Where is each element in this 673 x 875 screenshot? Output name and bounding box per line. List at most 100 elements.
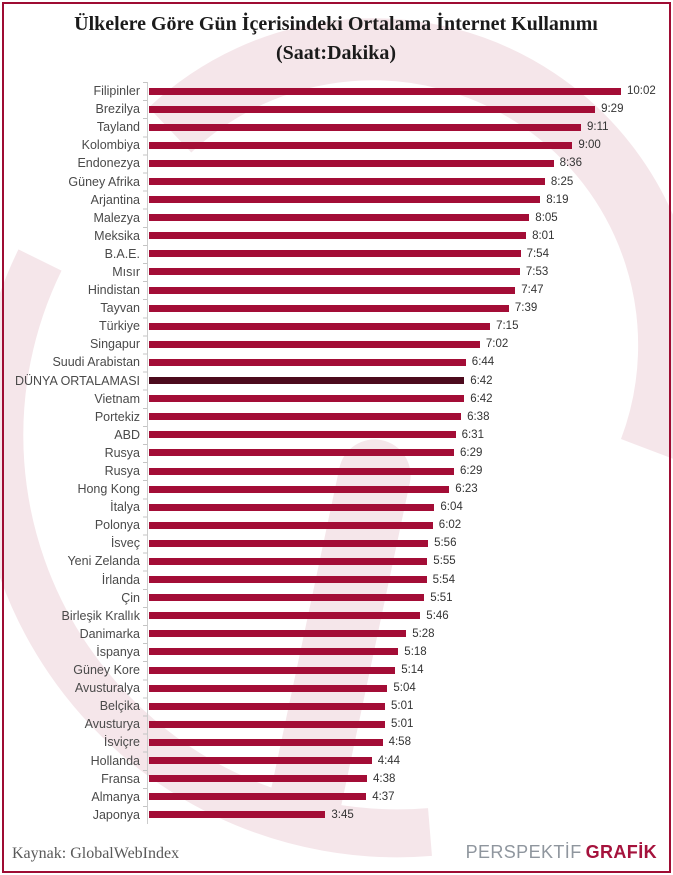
value-label: 9:29 — [601, 103, 624, 116]
country-label: İsviçre — [103, 735, 140, 750]
value-label: 6:42 — [470, 392, 493, 405]
bar-zone: 5:28 — [149, 625, 665, 643]
bar — [149, 87, 621, 95]
bar — [149, 413, 462, 421]
bar — [149, 648, 399, 656]
value-label: 5:01 — [391, 700, 414, 713]
bar — [149, 431, 456, 439]
country-label: Avusturya — [84, 717, 140, 732]
country-label: Hindistan — [87, 283, 140, 298]
bar-zone: 8:05 — [149, 209, 665, 227]
bar — [149, 250, 521, 258]
bar-row: B.A.E. 7:54 — [8, 245, 665, 263]
bar-zone: 10:02 — [149, 82, 665, 100]
value-label: 5:54 — [432, 573, 455, 586]
bar — [149, 576, 427, 584]
bar-row: Yeni Zelanda 5:55 — [8, 552, 665, 570]
bar-row: Meksika 8:01 — [8, 227, 665, 245]
country-label: Arjantina — [90, 192, 140, 207]
bar-zone: 6:29 — [149, 462, 665, 480]
value-label: 6:23 — [455, 483, 478, 496]
value-label: 5:55 — [433, 555, 456, 568]
value-label: 6:44 — [471, 356, 495, 369]
country-label: Malezya — [93, 210, 140, 225]
value-label: 8:25 — [550, 175, 574, 188]
bar-row: DÜNYA ORTALAMASI 6:42 — [8, 372, 665, 390]
country-label: Güney Afrika — [68, 174, 140, 189]
bar — [149, 757, 372, 765]
country-label: Endonezya — [77, 156, 140, 171]
value-label: 5:28 — [412, 627, 435, 640]
bar — [149, 123, 581, 131]
bar-zone: 4:37 — [149, 788, 665, 806]
bar-row: Hindistan 7:47 — [8, 281, 665, 299]
value-label: 5:46 — [426, 609, 449, 622]
brand-logo-text: PERSPEKTİF GRAFİK — [466, 842, 657, 863]
bar-zone: 5:04 — [149, 679, 665, 697]
value-label: 7:54 — [526, 247, 549, 260]
bar-zone: 5:54 — [149, 571, 665, 589]
bar — [149, 775, 367, 783]
bar-zone: 5:46 — [149, 607, 665, 625]
bar — [149, 304, 509, 312]
value-label: 7:02 — [485, 338, 509, 351]
bar-zone: 4:38 — [149, 770, 665, 788]
country-label: Meksika — [94, 228, 140, 243]
country-label: Birleşik Krallık — [61, 608, 141, 623]
bar-row: Almanya 4:37 — [8, 788, 665, 806]
country-label: Yeni Zelanda — [67, 554, 140, 569]
bar — [149, 557, 428, 565]
bar-row: Danimarka 5:28 — [8, 625, 665, 643]
country-label: Mısır — [112, 264, 140, 279]
bar-row: Tayvan 7:39 — [8, 299, 665, 317]
bar-zone: 6:38 — [149, 408, 665, 426]
country-label: Vietnam — [94, 391, 140, 406]
country-label: Suudi Arabistan — [52, 355, 140, 370]
bar — [149, 340, 480, 348]
country-label: İspanya — [96, 644, 140, 659]
country-label: ABD — [114, 427, 140, 442]
value-label: 6:29 — [460, 446, 483, 459]
bar-zone: 5:14 — [149, 661, 665, 679]
bar-row: Fransa 4:38 — [8, 770, 665, 788]
value-label: 5:04 — [393, 682, 416, 695]
bar — [149, 214, 530, 222]
bar — [149, 141, 573, 149]
bar — [149, 720, 385, 728]
bar — [149, 811, 326, 819]
bar-row: Türkiye 7:15 — [8, 317, 665, 335]
bar — [149, 503, 435, 511]
country-label: İrlanda — [101, 572, 140, 587]
bar-zone: 6:04 — [149, 498, 665, 516]
value-label: 9:11 — [587, 121, 609, 134]
brand-part-perspektif: PERSPEKTİF — [465, 842, 582, 862]
value-label: 8:05 — [535, 211, 558, 224]
bar — [149, 322, 491, 330]
bar-row: Suudi Arabistan 6:44 — [8, 353, 665, 371]
bar-row: Güney Kore 5:14 — [8, 661, 665, 679]
bar-zone: 6:31 — [149, 426, 665, 444]
country-label: Almanya — [91, 789, 140, 804]
value-label: 7:47 — [521, 284, 544, 297]
bar-zone: 4:44 — [149, 751, 665, 769]
value-label: 4:58 — [388, 736, 411, 749]
country-label: Çin — [121, 590, 140, 605]
bar-row: Tayland 9:11 — [8, 118, 665, 136]
value-label: 5:18 — [404, 645, 427, 658]
bar-row: Mısır 7:53 — [8, 263, 665, 281]
bar-zone: 6:23 — [149, 480, 665, 498]
bar — [149, 105, 596, 113]
country-label: Tayvan — [100, 301, 140, 316]
bar-zone: 8:36 — [149, 154, 665, 172]
bar — [149, 232, 527, 240]
category-axis-line — [147, 82, 148, 824]
country-label: Türkiye — [99, 319, 140, 334]
country-label: Fransa — [101, 771, 140, 786]
country-label: Singapur — [89, 337, 140, 352]
bar-row: Arjantina 8:19 — [8, 191, 665, 209]
bar-row: İsviçre 4:58 — [8, 733, 665, 751]
bar-row: Belçika 5:01 — [8, 697, 665, 715]
source-note: Kaynak: GlobalWebIndex — [12, 845, 180, 862]
value-label: 7:15 — [496, 320, 519, 333]
